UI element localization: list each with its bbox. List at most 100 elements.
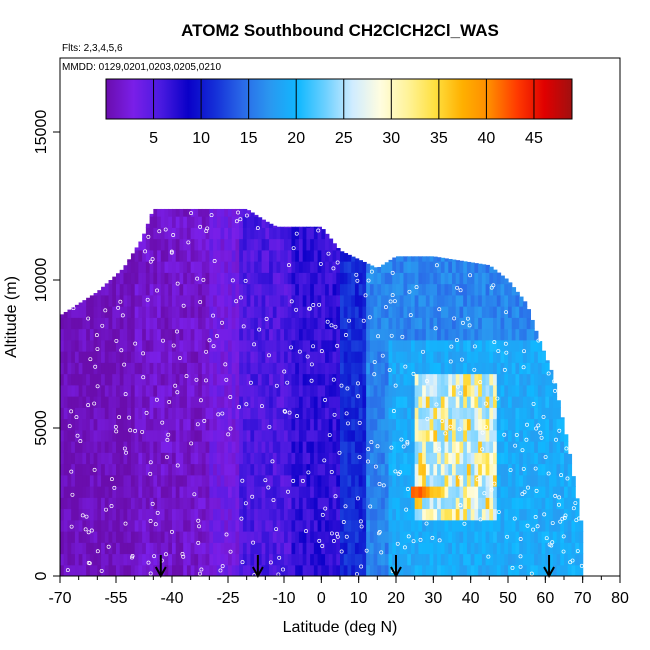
heatmap-cell [328, 249, 334, 262]
heatmap-cell [508, 418, 513, 431]
heatmap-cell [149, 508, 154, 521]
heatmap-cell [321, 373, 326, 386]
heatmap-cell [116, 283, 121, 296]
heatmap-cell [272, 272, 278, 285]
heatmap-cell [231, 396, 237, 408]
heatmap-cell [295, 508, 300, 521]
heatmap-cell [493, 508, 498, 521]
heatmap-cell [425, 328, 431, 341]
heatmap-cell [250, 407, 255, 420]
heatmap-cell [295, 272, 300, 285]
heatmap-cell [89, 295, 95, 307]
heatmap-cell [97, 542, 102, 555]
heatmap-cell [101, 519, 106, 532]
heatmap-cell [384, 317, 390, 330]
heatmap-cell [134, 474, 139, 487]
heatmap-cell [354, 384, 360, 397]
heatmap-cell [220, 474, 225, 487]
heatmap-cell [134, 531, 139, 543]
heatmap-cell [414, 463, 419, 476]
heatmap-cell [287, 226, 293, 228]
heatmap-cell [89, 407, 95, 420]
heatmap-cell [500, 486, 505, 498]
heatmap-cell [78, 519, 83, 532]
sample-point [356, 496, 360, 501]
heatmap-cell [354, 339, 360, 352]
heatmap-cell [354, 418, 360, 431]
heatmap-cell [160, 497, 166, 510]
heatmap-cell [261, 362, 266, 375]
heatmap-cell [93, 497, 98, 510]
heatmap-cell [257, 362, 263, 375]
heatmap-cell [459, 328, 464, 341]
sample-point [344, 411, 349, 416]
heatmap-cell [67, 542, 72, 555]
heatmap-cell [201, 553, 207, 566]
sample-point [550, 540, 555, 545]
heatmap-cell [239, 283, 244, 296]
heatmap-cell [213, 564, 218, 576]
sample-point [322, 458, 327, 463]
heatmap-cell [130, 553, 136, 566]
heatmap-cell [272, 227, 278, 240]
heatmap-cell [164, 272, 169, 285]
heatmap-cell [526, 384, 531, 397]
heatmap-cell [425, 474, 431, 487]
heatmap-cell [429, 261, 434, 273]
heatmap-cell [235, 339, 240, 352]
heatmap-cell [466, 564, 472, 576]
heatmap-cell [541, 452, 546, 465]
heatmap-cell [418, 306, 423, 318]
sample-point [571, 506, 576, 511]
sample-point [544, 536, 549, 541]
sample-point [369, 269, 374, 274]
heatmap-cell [429, 553, 434, 566]
heatmap-cell [194, 362, 199, 375]
heatmap-cell [157, 384, 162, 397]
heatmap-cell [254, 396, 259, 408]
heatmap-cell [433, 407, 438, 420]
heatmap-cell [231, 441, 237, 453]
sample-point [496, 510, 501, 514]
heatmap-cell [295, 283, 300, 296]
heatmap-cell [549, 519, 554, 532]
heatmap-cell [186, 463, 192, 476]
heatmap-cell [265, 508, 270, 521]
heatmap-cell [157, 339, 162, 352]
heatmap-cell [433, 542, 438, 555]
heatmap-cell [321, 497, 326, 510]
heatmap-cell [392, 429, 397, 442]
heatmap-cell [455, 328, 461, 341]
sample-point [127, 415, 132, 420]
heatmap-cell [108, 497, 113, 510]
heatmap-cell [306, 564, 311, 576]
sample-point [123, 392, 128, 397]
heatmap-cell [160, 463, 166, 476]
heatmap-cell [97, 396, 102, 408]
heatmap-cell [384, 542, 390, 555]
heatmap-cell [123, 384, 128, 397]
heatmap-cell [351, 294, 356, 307]
y-tick-label: 0 [33, 571, 50, 580]
heatmap-cell [145, 373, 151, 386]
heatmap-cell [209, 474, 214, 487]
heatmap-cell [313, 497, 319, 510]
heatmap-cell [429, 486, 434, 498]
heatmap-cell [526, 339, 531, 352]
heatmap-cell [302, 339, 307, 352]
heatmap-cell [284, 328, 289, 341]
heatmap-cell [224, 508, 229, 521]
sample-point [143, 249, 148, 254]
heatmap-cell [224, 474, 229, 487]
heatmap-cell [485, 283, 490, 296]
heatmap-cell [104, 486, 110, 498]
heatmap-cell [112, 373, 117, 386]
heatmap-cell [489, 542, 494, 555]
heatmap-cell [392, 463, 397, 476]
heatmap-cell [325, 463, 330, 476]
heatmap-cell [552, 441, 558, 453]
heatmap-cell [459, 339, 464, 352]
heatmap-cell [160, 396, 166, 408]
heatmap-cell [276, 474, 281, 487]
heatmap-cell [321, 474, 326, 487]
